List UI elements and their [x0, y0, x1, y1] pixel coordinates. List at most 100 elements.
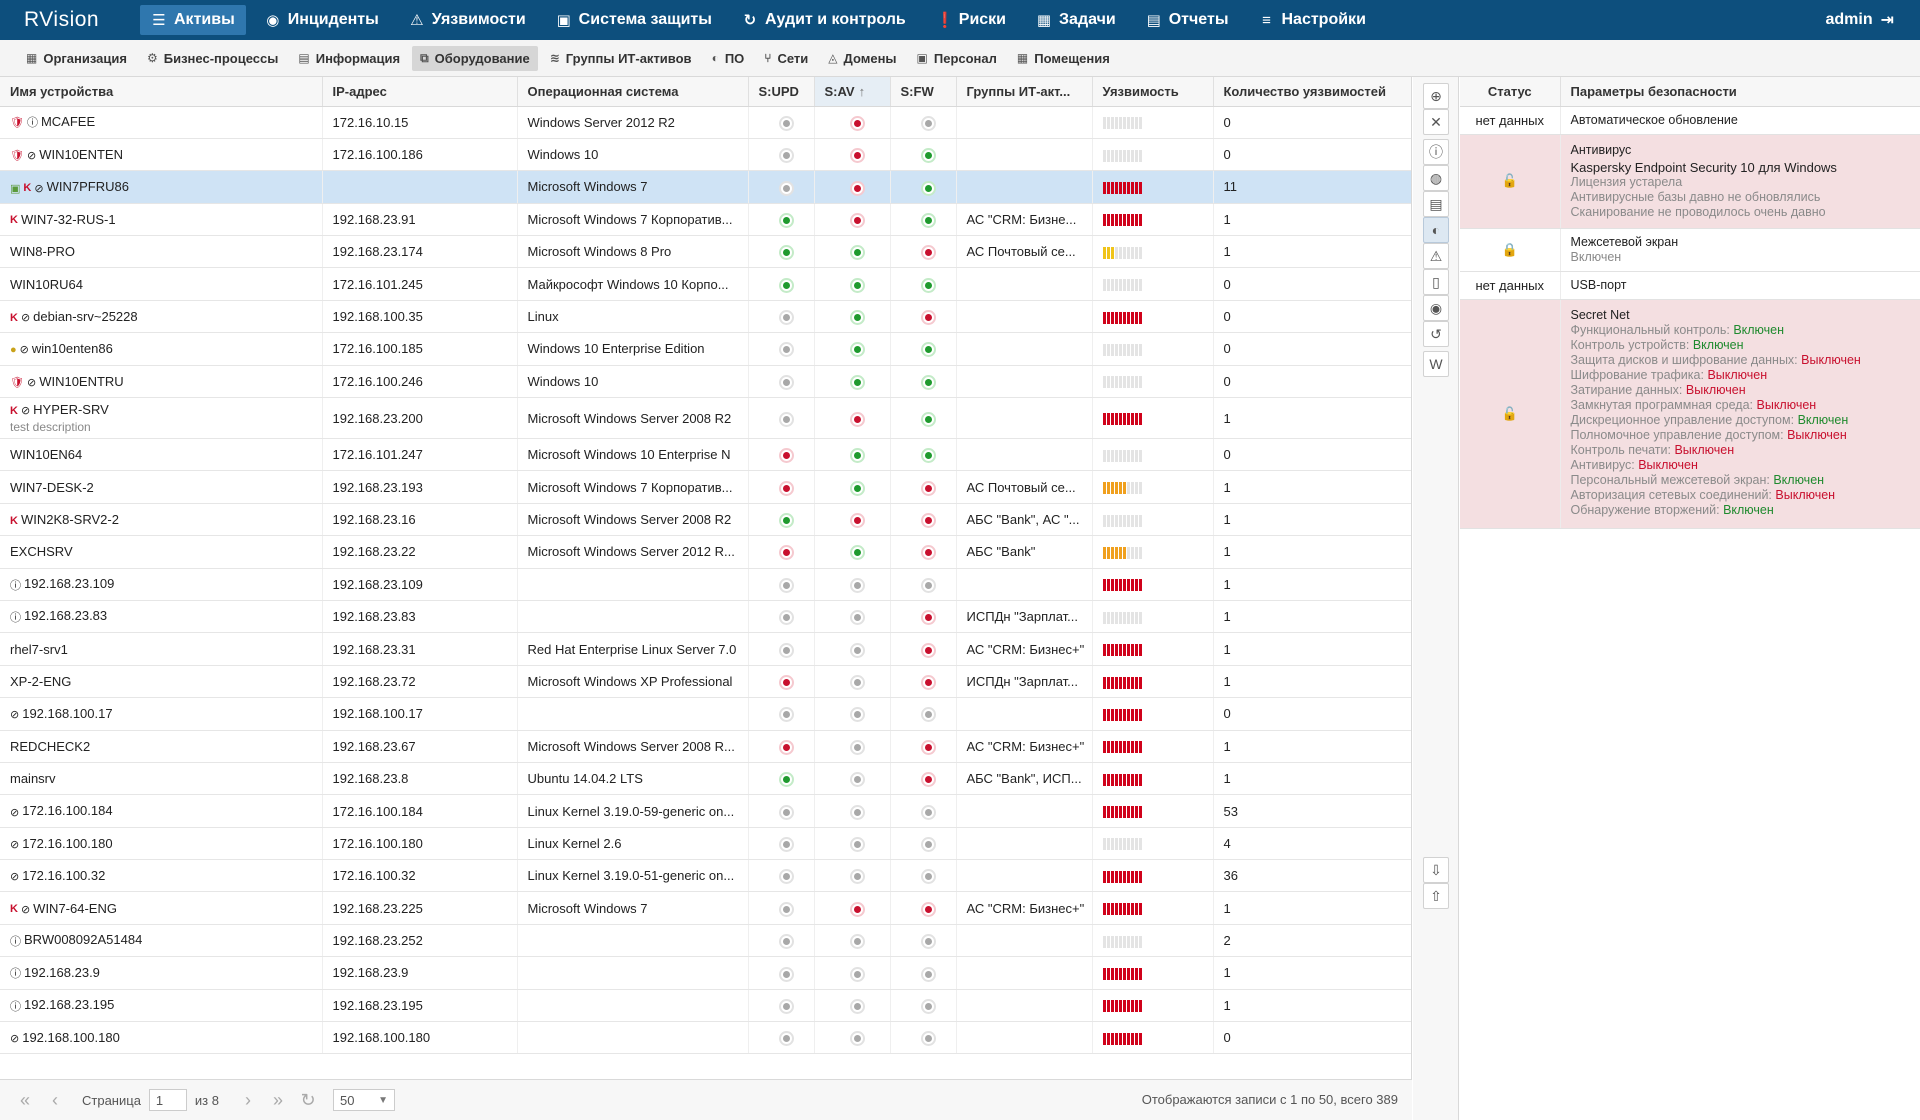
- table-row[interactable]: ⓘ 192.168.23.9 192.168.23.9 1: [0, 956, 1411, 990]
- device-name-cell[interactable]: K WIN7-32-RUS-1: [0, 203, 323, 237]
- security-button[interactable]: ◐: [1423, 217, 1449, 243]
- compass-button[interactable]: ◍: [1423, 165, 1449, 191]
- column-header-4[interactable]: S:AV ↑: [814, 77, 891, 107]
- next-page-icon[interactable]: ›: [245, 1089, 251, 1110]
- nav-item-7[interactable]: ▤ Отчеты: [1135, 5, 1240, 35]
- table-row[interactable]: K WIN2K8-SRV2-2 192.168.23.16 Microsoft Win…: [0, 503, 1411, 537]
- table-row[interactable]: ⓘ 192.168.23.195 192.168.23.195 1: [0, 989, 1411, 1023]
- column-header-0[interactable]: Имя устройства: [0, 77, 323, 107]
- device-name-cell[interactable]: K ⊘ debian-srv~25228: [0, 300, 323, 334]
- device-name-cell[interactable]: 🛡 ⊘ WIN10ENTRU: [0, 365, 323, 399]
- card-button[interactable]: ▤: [1423, 191, 1449, 217]
- first-page-icon[interactable]: «: [19, 1089, 30, 1110]
- subnav-item-8[interactable]: ▣ Персонал: [909, 46, 1005, 71]
- table-row[interactable]: 🛡 ⓘ MCAFEE 172.16.10.15 Windows Server 2012 …: [0, 106, 1411, 139]
- device-name-cell[interactable]: 🛡 ⓘ MCAFEE: [0, 106, 323, 139]
- table-row[interactable]: K WIN7-32-RUS-1 192.168.23.91 Microsoft Win…: [0, 203, 1411, 237]
- nav-item-0[interactable]: ☰ Активы: [140, 5, 246, 35]
- column-header-7[interactable]: Уязвимость: [1092, 77, 1214, 107]
- subnav-item-6[interactable]: ⑂ Сети: [756, 46, 816, 71]
- subnav-item-0[interactable]: ▦ Организация: [18, 46, 135, 71]
- table-row[interactable]: ● ⊘ win10enten86 172.16.100.185 Windows 10 E…: [0, 332, 1411, 366]
- device-name-cell[interactable]: XP-2-ENG: [0, 665, 323, 699]
- device-name-cell[interactable]: WIN10RU64: [0, 267, 323, 301]
- page-input[interactable]: 1: [148, 1089, 187, 1111]
- document-button[interactable]: ▯: [1423, 269, 1449, 295]
- table-row[interactable]: WIN7-DESK-2 192.168.23.193 Microsoft Windo…: [0, 470, 1411, 504]
- table-row[interactable]: 🛡 ⊘ WIN10ENTRU 172.16.100.246 Windows 10 0: [0, 365, 1411, 399]
- table-row[interactable]: K ⊘ WIN7-64-ENG 192.168.23.225 Microsoft Win…: [0, 891, 1411, 925]
- security-row[interactable]: нет данных USB-порт: [1460, 271, 1920, 300]
- nav-item-3[interactable]: ▣ Система защиты: [545, 5, 723, 35]
- security-params-header[interactable]: Параметры безопасности: [1560, 77, 1920, 107]
- history-button[interactable]: ↺: [1423, 321, 1449, 347]
- table-row[interactable]: ▣ K ⊘ WIN7PFRU86 Microsoft Windows 7 11: [0, 170, 1411, 204]
- device-name-cell[interactable]: ⓘ 192.168.23.83: [0, 600, 323, 634]
- device-name-cell[interactable]: ⓘ 192.168.23.195: [0, 989, 323, 1023]
- table-row[interactable]: ⊘ 172.16.100.184 172.16.100.184 Linux Kerne…: [0, 794, 1411, 828]
- delete-button[interactable]: ✕: [1423, 109, 1449, 135]
- column-header-5[interactable]: S:FW: [890, 77, 957, 107]
- table-row[interactable]: ⊘ 172.16.100.32 172.16.100.32 Linux Kernel …: [0, 859, 1411, 893]
- device-name-cell[interactable]: ⊘ 172.16.100.180: [0, 827, 323, 861]
- device-name-cell[interactable]: ▣ K ⊘ WIN7PFRU86: [0, 170, 323, 204]
- column-header-8[interactable]: Количество уязвимостей: [1213, 77, 1411, 107]
- nav-item-1[interactable]: ◉ Инциденты: [254, 5, 390, 35]
- subnav-item-5[interactable]: ◐ ПО: [704, 46, 753, 71]
- table-row[interactable]: WIN10RU64 172.16.101.245 Майкрософт Window…: [0, 267, 1411, 301]
- prev-page-icon[interactable]: ‹: [52, 1089, 58, 1110]
- refresh-icon[interactable]: ↻: [300, 1089, 316, 1110]
- table-row[interactable]: K ⊘ debian-srv~25228 192.168.100.35 Linux 0: [0, 300, 1411, 334]
- nav-item-5[interactable]: ❗ Риски: [925, 5, 1017, 35]
- table-row[interactable]: ⊘ 172.16.100.180 172.16.100.180 Linux Kerne…: [0, 827, 1411, 861]
- device-name-cell[interactable]: WIN8-PRO: [0, 235, 323, 269]
- subnav-item-9[interactable]: ▦ Помещения: [1009, 46, 1118, 71]
- security-row[interactable]: 🔒 Межсетевой экран Включен: [1460, 228, 1920, 272]
- nav-item-4[interactable]: ↻ Аудит и контроль: [731, 5, 917, 35]
- table-row[interactable]: ⊘ 192.168.100.180 192.168.100.180 0: [0, 1021, 1411, 1055]
- import-button[interactable]: ⇩: [1423, 857, 1449, 883]
- table-row[interactable]: 🛡 ⊘ WIN10ENTEN 172.16.100.186 Windows 10 0: [0, 138, 1411, 172]
- export-button[interactable]: ⇧: [1423, 883, 1449, 909]
- table-row[interactable]: rhel7-srv1 192.168.23.31 Red Hat Enterpris…: [0, 632, 1411, 666]
- device-name-cell[interactable]: rhel7-srv1: [0, 632, 323, 666]
- device-name-cell[interactable]: K ⊘ WIN7-64-ENG: [0, 891, 323, 925]
- column-header-1[interactable]: IP-адрес: [322, 77, 518, 107]
- column-header-6[interactable]: Группы ИТ-акт...: [956, 77, 1093, 107]
- table-row[interactable]: mainsrv 192.168.23.8 Ubuntu 14.04.2 LTS АБС…: [0, 762, 1411, 796]
- word-button[interactable]: W: [1423, 351, 1449, 377]
- device-name-cell[interactable]: ⓘ 192.168.23.109: [0, 568, 323, 601]
- add-button[interactable]: ⊕: [1423, 83, 1449, 109]
- security-status-header[interactable]: Статус: [1460, 77, 1561, 107]
- device-name-cell[interactable]: WIN7-DESK-2: [0, 470, 323, 504]
- subnav-item-4[interactable]: ≋ Группы ИТ-активов: [542, 46, 700, 71]
- device-name-cell[interactable]: K ⊘ HYPER-SRV test description: [0, 397, 323, 440]
- warning-button[interactable]: ⚠: [1423, 243, 1449, 269]
- column-header-2[interactable]: Операционная система: [517, 77, 749, 107]
- device-name-cell[interactable]: 🛡 ⊘ WIN10ENTEN: [0, 138, 323, 172]
- table-row[interactable]: REDCHECK2 192.168.23.67 Microsoft Windows …: [0, 730, 1411, 763]
- device-name-cell[interactable]: mainsrv: [0, 762, 323, 796]
- device-name-cell[interactable]: ⊘ 192.168.100.17: [0, 697, 323, 731]
- subnav-item-3[interactable]: ⧉ Оборудование: [412, 45, 538, 71]
- app-logo[interactable]: RVision: [24, 8, 100, 31]
- table-row[interactable]: ⓘ 192.168.23.83 192.168.23.83 ИСПДн "Зарпла…: [0, 600, 1411, 634]
- device-name-cell[interactable]: WIN10EN64: [0, 438, 323, 472]
- subnav-item-2[interactable]: ▤ Информация: [290, 46, 408, 71]
- device-name-cell[interactable]: ⊘ 192.168.100.180: [0, 1021, 323, 1055]
- user-menu[interactable]: admin ⇥: [1825, 0, 1894, 40]
- device-name-cell[interactable]: ⓘ 192.168.23.9: [0, 956, 323, 990]
- table-row[interactable]: WIN10EN64 172.16.101.247 Microsoft Windows…: [0, 438, 1411, 472]
- security-row[interactable]: 🔓 Антивирус Kaspersky Endpoint Security 10…: [1460, 134, 1920, 229]
- column-header-3[interactable]: S:UPD: [748, 77, 815, 107]
- subnav-item-7[interactable]: ◬ Домены: [820, 46, 904, 71]
- nav-item-2[interactable]: ⚠ Уязвимости: [398, 5, 537, 35]
- logout-icon[interactable]: ⇥: [1880, 12, 1894, 29]
- subnav-item-1[interactable]: ⚙ Бизнес-процессы: [139, 46, 286, 71]
- nav-item-6[interactable]: ▦ Задачи: [1025, 5, 1127, 35]
- table-row[interactable]: WIN8-PRO 192.168.23.174 Microsoft Windows …: [0, 235, 1411, 269]
- security-row[interactable]: 🔓 Secret Net Функциональный контроль: Вклю…: [1460, 299, 1920, 529]
- table-row[interactable]: ⓘ 192.168.23.109 192.168.23.109 1: [0, 568, 1411, 601]
- last-page-icon[interactable]: »: [272, 1089, 283, 1110]
- device-name-cell[interactable]: ● ⊘ win10enten86: [0, 332, 323, 366]
